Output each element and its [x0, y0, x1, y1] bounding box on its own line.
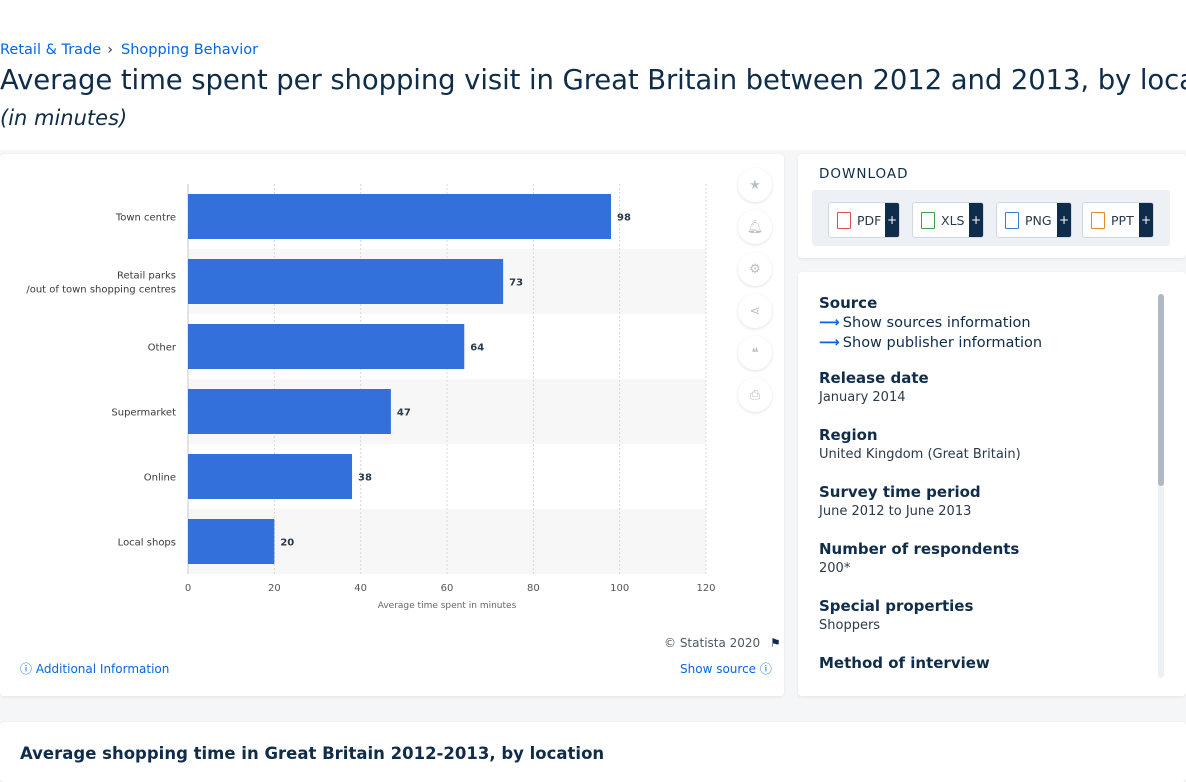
- bar-value-label: 64: [470, 343, 484, 354]
- region-label: Region: [819, 426, 878, 444]
- info-scrollbar-thumb[interactable]: [1158, 294, 1164, 486]
- related-title[interactable]: Average shopping time in Great Britain 2…: [20, 744, 605, 763]
- related-card: Average shopping time in Great Britain 2…: [0, 722, 1186, 782]
- page-title: Average time spent per shopping visit in…: [0, 64, 1186, 96]
- quote-icon: ❝: [751, 345, 759, 361]
- chart-toolbar: ★ 🔔︎ ⚙ ⋖ ❝ ⎙: [738, 168, 772, 420]
- download-png-button[interactable]: PNG +: [996, 202, 1072, 238]
- share-button[interactable]: ⋖: [738, 294, 772, 328]
- category-label: Local shops: [118, 538, 176, 549]
- release-date-label: Release date: [819, 369, 929, 387]
- copyright-text: © Statista 2020 ⚑: [664, 636, 781, 650]
- category-label: Retail parks: [117, 271, 176, 282]
- cite-button[interactable]: ❝: [738, 336, 772, 370]
- x-tick-label: 40: [354, 583, 367, 594]
- bar-value-label: 47: [397, 408, 411, 419]
- download-card: DOWNLOAD PDF + XLS + PNG + PPT +: [798, 154, 1186, 258]
- additional-information-link[interactable]: ⓘ Additional Information: [20, 662, 170, 676]
- category-label: Other: [148, 343, 177, 354]
- special-properties-value: Shoppers: [819, 618, 881, 633]
- info-icon: ⓘ: [20, 662, 33, 676]
- info-card: Source ⟶ Show sources information ⟶ Show p…: [798, 272, 1186, 696]
- bar: [188, 194, 612, 239]
- bar: [188, 324, 465, 369]
- download-ppt-button[interactable]: PPT +: [1082, 202, 1154, 238]
- breadcrumb: Retail & Trade › Shopping Behavior: [0, 42, 258, 58]
- special-properties-label: Special properties: [819, 597, 974, 615]
- x-tick-label: 0: [185, 583, 191, 594]
- bar-value-label: 38: [358, 473, 372, 484]
- category-label: Town centre: [115, 213, 176, 224]
- respondents-value: 200*: [819, 561, 851, 576]
- pdf-file-icon: [837, 211, 851, 229]
- png-file-icon: [1005, 211, 1019, 229]
- release-date-value: January 2014: [819, 390, 906, 405]
- bar: [188, 259, 504, 304]
- favorite-button[interactable]: ★: [738, 168, 772, 202]
- notification-button[interactable]: 🔔︎: [738, 210, 772, 244]
- survey-period-label: Survey time period: [819, 483, 981, 501]
- bar: [188, 389, 391, 434]
- info-scrollbar-track[interactable]: [1158, 294, 1164, 678]
- print-icon: ⎙: [749, 387, 761, 403]
- share-icon: ⋖: [749, 303, 761, 319]
- bar: [188, 519, 275, 564]
- arrow-right-icon: ⟶: [819, 315, 840, 331]
- x-tick-label: 100: [610, 583, 629, 594]
- gear-icon: ⚙: [749, 261, 761, 277]
- download-buttons: PDF + XLS + PNG + PPT +: [812, 190, 1170, 246]
- info-list: Source ⟶ Show sources information ⟶ Show p…: [819, 294, 1149, 675]
- interview-method-label: Method of interview: [819, 654, 990, 672]
- source-label: Source: [819, 294, 878, 312]
- download-xls-button[interactable]: XLS +: [912, 202, 984, 238]
- survey-period-value: June 2012 to June 2013: [819, 504, 972, 519]
- x-tick-label: 60: [441, 583, 454, 594]
- print-button[interactable]: ⎙: [738, 378, 772, 412]
- bar: [188, 454, 353, 499]
- arrow-right-icon: ⟶: [819, 335, 840, 351]
- category-label: Supermarket: [111, 408, 176, 419]
- info-icon: ⓘ: [759, 662, 772, 676]
- star-icon: ★: [749, 177, 761, 193]
- bell-icon: 🔔︎: [746, 219, 764, 235]
- region-value: United Kingdom (Great Britain): [819, 447, 1021, 462]
- flag-icon[interactable]: ⚑: [770, 636, 781, 650]
- settings-button[interactable]: ⚙: [738, 252, 772, 286]
- header-band: Retail & Trade › Shopping Behavior Average…: [0, 0, 1186, 150]
- download-title: DOWNLOAD: [819, 166, 909, 182]
- xls-file-icon: [921, 211, 935, 229]
- bar-value-label: 98: [617, 213, 631, 224]
- respondents-label: Number of respondents: [819, 540, 1020, 558]
- breadcrumb-item-retail[interactable]: Retail & Trade: [0, 42, 102, 58]
- download-pdf-button[interactable]: PDF +: [828, 202, 900, 238]
- show-source-link[interactable]: Show source ⓘ: [680, 662, 772, 676]
- show-sources-link[interactable]: ⟶ Show sources information: [819, 315, 1031, 331]
- x-tick-label: 120: [696, 583, 715, 594]
- bar-value-label: 73: [509, 278, 523, 289]
- bar-value-label: 20: [280, 538, 294, 549]
- show-publisher-link[interactable]: ⟶ Show publisher information: [819, 335, 1043, 351]
- breadcrumb-separator: ›: [107, 42, 114, 58]
- category-label: /out of town shopping centres: [26, 285, 176, 296]
- page-subtitle: (in minutes): [0, 106, 128, 130]
- ppt-file-icon: [1091, 211, 1105, 229]
- bar-chart: 98 Town centre 73 Retail parks/out of town …: [26, 184, 716, 611]
- breadcrumb-item-shopping[interactable]: Shopping Behavior: [121, 42, 259, 58]
- chart-card: 98 Town centre 73 Retail parks/out of town …: [0, 154, 784, 696]
- x-tick-label: 80: [527, 583, 540, 594]
- x-axis-label: Average time spent in minutes: [378, 601, 517, 611]
- x-tick-label: 20: [268, 583, 281, 594]
- category-label: Online: [144, 473, 176, 484]
